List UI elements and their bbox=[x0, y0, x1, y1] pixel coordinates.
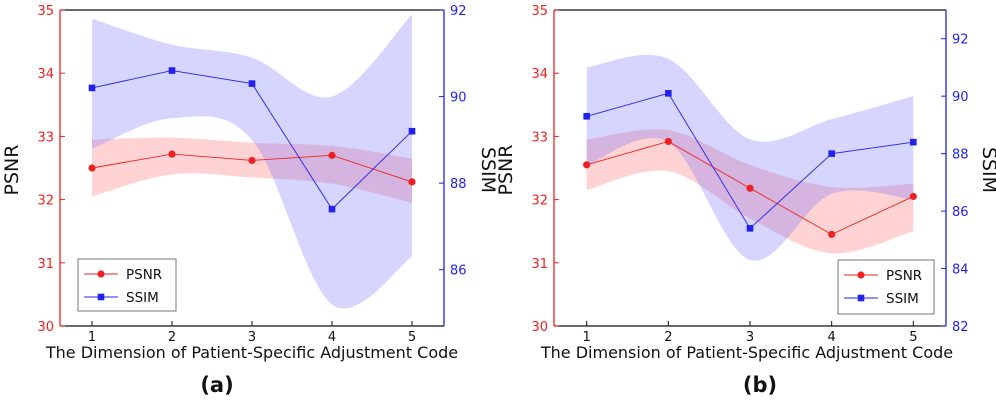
left-tick-label: 32 bbox=[37, 194, 54, 209]
x-tick-label: 4 bbox=[328, 330, 336, 345]
right-tick-label: 92 bbox=[952, 33, 969, 48]
legend-label: SSIM bbox=[886, 291, 919, 307]
legend-marker bbox=[97, 293, 105, 301]
left-tick-label: 33 bbox=[531, 130, 548, 145]
x-tick-label: 1 bbox=[88, 330, 96, 345]
ssim-point bbox=[910, 138, 917, 146]
ssim-point bbox=[408, 127, 416, 135]
ssim-band bbox=[586, 54, 914, 261]
left-tick-label: 34 bbox=[531, 67, 548, 82]
left-tick-label: 31 bbox=[37, 257, 54, 272]
y-axis-title-left: PSNR bbox=[1, 145, 23, 196]
ssim-point bbox=[248, 80, 256, 87]
x-tick-label: 3 bbox=[248, 330, 256, 345]
psnr-point bbox=[328, 151, 336, 159]
left-tick-label: 31 bbox=[531, 257, 548, 272]
psnr-point bbox=[828, 230, 836, 238]
psnr-point bbox=[248, 156, 256, 165]
ssim-band bbox=[92, 14, 412, 309]
legend-box bbox=[837, 259, 935, 315]
legend-marker bbox=[97, 270, 105, 278]
psnr-point bbox=[88, 164, 96, 172]
y-axis-title-right: SSIM bbox=[477, 147, 499, 193]
right-tick-label: 88 bbox=[450, 177, 467, 192]
x-tick-label: 5 bbox=[408, 330, 416, 345]
x-axis-title: The Dimension of Patient-Specific Adjust… bbox=[45, 343, 458, 362]
legend-label: SSIM bbox=[126, 290, 159, 306]
y-axis-title-left: PSNR bbox=[495, 145, 517, 196]
x-axis-title: The Dimension of Patient-Specific Adjust… bbox=[540, 343, 953, 362]
ssim-point bbox=[583, 112, 590, 120]
left-tick-label: 30 bbox=[531, 320, 548, 335]
left-tick-label: 34 bbox=[37, 67, 54, 82]
legend-label: PSNR bbox=[126, 267, 162, 283]
y-axis-title-right: SSIM bbox=[978, 147, 996, 193]
panel-label: (a) bbox=[200, 373, 233, 397]
left-tick-label: 35 bbox=[531, 4, 548, 19]
left-tick-label: 35 bbox=[37, 4, 54, 19]
legend: PSNR SSIM bbox=[77, 258, 177, 312]
right-tick-label: 88 bbox=[952, 148, 969, 163]
psnr-point bbox=[909, 192, 917, 201]
right-tick-label: 82 bbox=[952, 320, 969, 335]
psnr-point bbox=[583, 161, 591, 169]
right-tick-label: 84 bbox=[952, 263, 969, 278]
left-tick-label: 30 bbox=[37, 320, 54, 335]
legend-box bbox=[77, 258, 177, 312]
psnr-point bbox=[168, 150, 176, 158]
left-tick-label: 32 bbox=[531, 194, 548, 209]
x-tick-label: 3 bbox=[746, 330, 754, 345]
psnr-point bbox=[664, 137, 672, 146]
ssim-point bbox=[168, 67, 176, 74]
psnr-point bbox=[408, 178, 416, 186]
ssim-point bbox=[746, 225, 754, 232]
x-tick-label: 1 bbox=[583, 330, 591, 345]
right-tick-label: 86 bbox=[952, 205, 969, 220]
ssim-point bbox=[88, 84, 96, 92]
x-tick-label: 2 bbox=[664, 330, 672, 345]
x-tick-label: 4 bbox=[828, 330, 836, 345]
ssim-point bbox=[828, 150, 835, 157]
legend-label: PSNR bbox=[886, 268, 922, 284]
left-tick-label: 33 bbox=[37, 130, 54, 145]
right-tick-label: 90 bbox=[952, 90, 969, 105]
legend-marker bbox=[857, 271, 865, 279]
psnr-point bbox=[746, 184, 754, 192]
right-tick-label: 92 bbox=[450, 4, 467, 19]
x-tick-label: 2 bbox=[168, 330, 176, 345]
panel-label: (b) bbox=[743, 373, 777, 397]
legend-marker bbox=[857, 294, 865, 302]
x-tick-label: 5 bbox=[909, 330, 917, 345]
ssim-point bbox=[665, 90, 672, 97]
right-tick-label: 86 bbox=[450, 264, 467, 279]
right-tick-label: 90 bbox=[450, 91, 467, 106]
ssim-point bbox=[328, 205, 336, 213]
legend: PSNR SSIM bbox=[837, 259, 935, 315]
